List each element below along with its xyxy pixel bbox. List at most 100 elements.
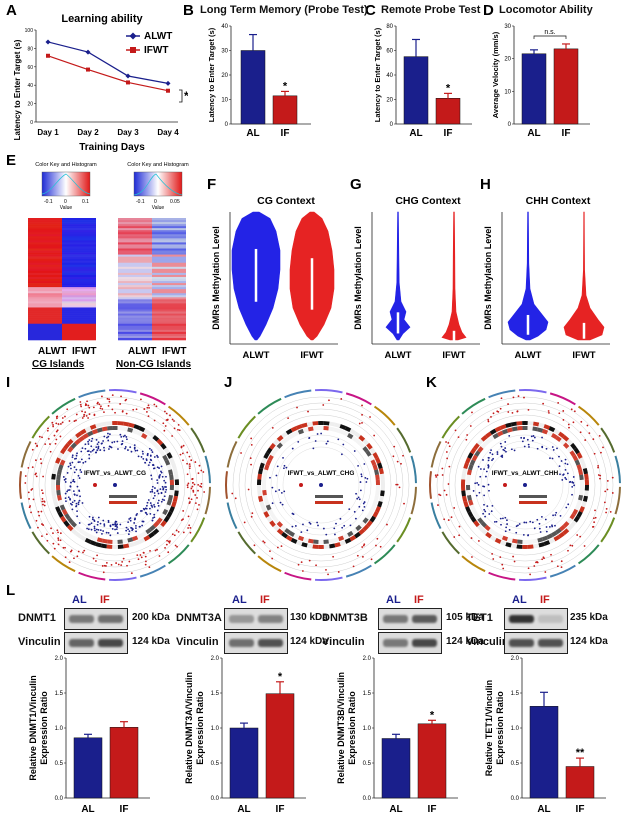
circos-k-hyper-dot [492, 558, 495, 560]
circos-i-hyper-dot [176, 545, 178, 548]
circos-j-hypo-dot [361, 509, 364, 512]
heatmap-cell [62, 262, 96, 266]
circos-k-hypo-dot [573, 484, 576, 487]
circos-j-heat-segment [284, 527, 291, 535]
heatmap-cell [28, 333, 62, 337]
circos-i-hyper-dot [34, 473, 37, 476]
heatmap-non-cg-islands [118, 218, 186, 341]
circos-j-hyper-dot [403, 502, 405, 505]
circos-k-hypo-dot [479, 468, 482, 470]
circos-k-hyper-dot [527, 567, 530, 570]
circos-j-heat-segment [276, 442, 284, 449]
circos-k-hyper-dot [445, 493, 448, 496]
circos-k-hypo-dot [554, 514, 557, 516]
circos-k-chromosome-arc [429, 471, 432, 499]
circos-i-hyper-dot [62, 546, 65, 549]
circos-i-hypo-dot [65, 500, 67, 503]
circos-j-hypo-dot [366, 477, 369, 480]
circos-i-hyper-dot [148, 566, 151, 569]
heatmap-cell [62, 240, 96, 243]
chart-a-point-alwt [165, 80, 171, 86]
circos-j-heat-segment [259, 500, 265, 508]
circos-j-chromosome-arc [237, 415, 256, 439]
heatmap-cell [118, 325, 152, 329]
circos-k-hyper-dot [469, 425, 472, 427]
chart-b-sig: * [283, 80, 288, 92]
circos-i-heat-segment [59, 459, 66, 466]
circos-k-hypo-dot [544, 518, 547, 521]
circos-j-hypo-dot [271, 486, 274, 489]
circos-j-hyper-dot [325, 568, 327, 571]
circos-j-hypo-dot [348, 508, 351, 511]
circos-i-heat-segment [172, 467, 178, 475]
circos-k-chromosome-arc [600, 427, 616, 453]
circos-i-hypo-dot [69, 502, 72, 505]
chart-d-ylabel: Average Velocity (mm/s) [491, 31, 500, 118]
circos-k-hypo-dot [531, 521, 534, 524]
heatmap-cell [62, 321, 96, 325]
circos-i-chromosome-arc [190, 517, 206, 543]
circos-k-hyper-dot [443, 518, 446, 521]
circos-i-hyper-dot [35, 475, 38, 478]
circos-k-hypo-dot [533, 436, 536, 439]
circos-j-heat-segment [276, 521, 284, 528]
circos-k-hypo-dot [531, 439, 534, 442]
heatmap-cell [62, 258, 96, 261]
circos-k-hypo-dot [483, 494, 486, 497]
circos-k-hyper-dot [600, 451, 602, 454]
blot-dnmt3b-protein-label: DNMT3B [322, 612, 368, 624]
blot-dnmt1-loading-label: Vinculin [18, 636, 61, 648]
circos-k-heat-segment [562, 528, 570, 536]
circos-i-hyper-dot [191, 477, 194, 480]
circos-j-hyper-dot [231, 492, 234, 495]
circos-i-heat-segment [145, 527, 152, 535]
circos-j-hyper-dot [328, 399, 330, 402]
circos-j-hyper-dot [249, 457, 252, 460]
circos-k-heat-segment [467, 452, 474, 459]
circos-j-hyper-dot [300, 561, 303, 564]
chart-c-title: Remote Probe Test [381, 4, 481, 16]
circos-k-heat-segment [562, 521, 570, 528]
color-key-left-tick-3: 0.1 [82, 199, 89, 205]
circos-i-hyper-dot [165, 412, 168, 415]
circos-k-heat-segment [559, 438, 566, 446]
heatmap-cell [152, 274, 186, 278]
circos-k-hypo-dot [541, 436, 543, 439]
circos-j-hyper-dot [263, 541, 266, 544]
circos-i-hypo-dot [145, 504, 148, 507]
circos-j-hyper-dot [287, 417, 290, 420]
heatmap-cell [152, 226, 186, 229]
heatmap-cell [118, 307, 152, 310]
circos-i-heat-segment [166, 452, 173, 459]
circos-i-legend-te-bar [109, 501, 137, 504]
circos-i-heat-segment [82, 433, 89, 440]
circos-i-hyper-dot [173, 534, 176, 537]
circos-i-heat-segment [95, 422, 102, 428]
circos-i-hyper-dot [60, 423, 62, 425]
heatmap-cell [28, 224, 62, 227]
heatmap-cell [62, 260, 96, 264]
heatmap-cell [118, 331, 152, 335]
chart-d-y-tick-label: 30 [504, 24, 511, 30]
circos-j-heat-segment [347, 530, 354, 537]
circos-i-hyper-dot [43, 500, 46, 503]
circos-i-heat-segment [75, 431, 82, 439]
circos-i-hyper-dot [182, 459, 184, 462]
circos-i-heat-segment [174, 473, 179, 480]
circos-i-hyper-dot [182, 531, 185, 534]
circos-k-hyper-dot [487, 420, 490, 423]
circos-i-heat-segment [56, 489, 61, 496]
circos-i-hyper-dot [188, 455, 191, 458]
circos-j-heat-segment [261, 457, 267, 464]
circos-i-hyper-dot [81, 417, 84, 419]
circos-k-hyper-dot [457, 436, 460, 439]
circos-i-hypo-dot [158, 476, 161, 479]
circos-i-hyper-dot [193, 483, 196, 486]
circos-j-hyper-dot [379, 545, 382, 548]
circos-i-hyper-dot [24, 475, 27, 477]
circos-j-hyper-dot [386, 523, 388, 526]
circos-j-hypo-dot [306, 529, 309, 532]
heatmap-cell [62, 317, 96, 320]
circos-j-heat-segment [284, 435, 291, 443]
circos-i-hyper-dot [27, 491, 30, 494]
